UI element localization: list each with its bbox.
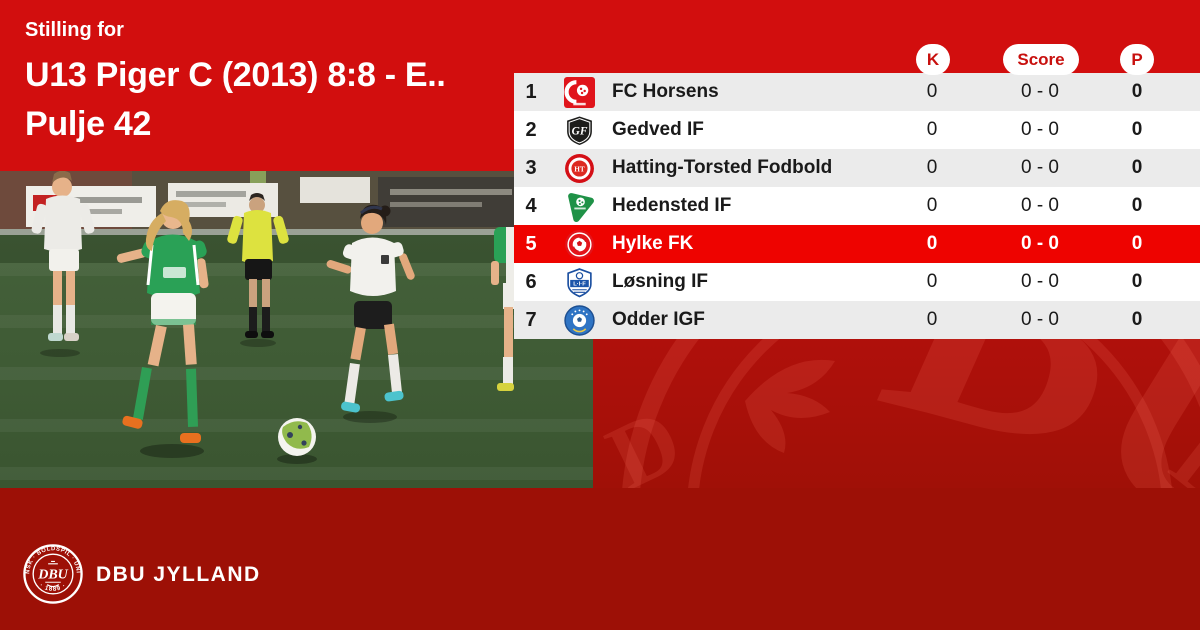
svg-text:L·I·F: L·I·F bbox=[573, 281, 586, 287]
referee-figure bbox=[227, 193, 289, 347]
org-name: DBU JYLLAND bbox=[96, 563, 261, 586]
points-value: 0 bbox=[1131, 119, 1143, 140]
points-value: 0 bbox=[1131, 195, 1143, 216]
score-value: 0 - 0 bbox=[1020, 81, 1060, 102]
table-row: 4 Hedensted IF 0 0 - 0 0 bbox=[514, 187, 1200, 225]
points-value: 0 bbox=[1131, 309, 1143, 330]
svg-text:· 1889 ·: · 1889 · bbox=[38, 582, 67, 593]
table-row: 2 GF Gedved IF 0 0 - 0 0 bbox=[514, 111, 1200, 149]
fc-horsens-logo bbox=[548, 76, 610, 108]
svg-text:GF: GF bbox=[571, 125, 587, 137]
team-name: Løsning IF bbox=[612, 271, 709, 292]
table-row: 6 L·I·F Løsning IF 0 0 - 0 0 bbox=[514, 263, 1200, 301]
title-line-1: U13 Piger C (2013) 8:8 - E.. bbox=[25, 56, 446, 94]
team-name: Odder IGF bbox=[612, 309, 705, 330]
hedensted-if-logo bbox=[548, 191, 610, 222]
score-value: 0 - 0 bbox=[1020, 309, 1060, 330]
bottom-red-band bbox=[0, 488, 1200, 630]
svg-text:HT: HT bbox=[574, 165, 585, 173]
table-row: 7 Odder IGF 0 0 - 0 0 bbox=[514, 301, 1200, 339]
svg-text:D: D bbox=[592, 388, 696, 488]
score-value: 0 - 0 bbox=[1020, 119, 1060, 140]
column-header-matches: K bbox=[916, 44, 950, 75]
svg-text:DBU: DBU bbox=[37, 566, 68, 582]
dbu-crest-logo: DANSK · BOLDSPIL · UNION · 1889 · DBU bbox=[22, 543, 83, 604]
odder-igf-logo bbox=[548, 304, 610, 336]
table-row: 1 FC Horsens 0 0 - 0 0 bbox=[514, 73, 1200, 111]
left-player-figure bbox=[31, 171, 95, 357]
team-name: Hylke FK bbox=[612, 233, 694, 254]
hatting-torsted-logo: HT bbox=[548, 153, 610, 184]
football bbox=[277, 418, 317, 464]
white-player-figure bbox=[326, 204, 415, 423]
points-value: 0 bbox=[1131, 233, 1143, 254]
score-value: 0 - 0 bbox=[1020, 157, 1060, 178]
rank-number: 2 bbox=[525, 118, 537, 141]
loesning-if-logo: L·I·F bbox=[548, 267, 610, 298]
score-value: 0 - 0 bbox=[1020, 271, 1060, 292]
green-player-figure bbox=[116, 200, 209, 458]
title-line-2: Pulje 42 bbox=[25, 105, 152, 143]
team-name: Gedved IF bbox=[612, 119, 704, 140]
rank-number: 6 bbox=[525, 270, 537, 293]
gedved-if-logo: GF bbox=[548, 115, 610, 146]
rank-number: 1 bbox=[525, 80, 537, 103]
matches-value: 0 bbox=[926, 271, 938, 292]
matches-value: 0 bbox=[926, 119, 938, 140]
points-value: 0 bbox=[1131, 157, 1143, 178]
matches-value: 0 bbox=[926, 81, 938, 102]
rank-number: 5 bbox=[525, 232, 537, 255]
rank-number: 4 bbox=[525, 194, 537, 217]
matches-value: 0 bbox=[926, 233, 938, 254]
points-value: 0 bbox=[1131, 81, 1143, 102]
team-name: Hatting-Torsted Fodbold bbox=[612, 157, 833, 178]
column-header-points: P bbox=[1120, 44, 1154, 75]
table-row: 5 Hylke FK 0 0 - 0 0 bbox=[514, 225, 1200, 263]
matches-value: 0 bbox=[926, 195, 938, 216]
page-title: Stilling for U13 Piger C (2013) 8:8 - E.… bbox=[25, 19, 446, 149]
team-name: FC Horsens bbox=[612, 81, 719, 102]
pretitle: Stilling for bbox=[25, 19, 124, 41]
team-name: Hedensted IF bbox=[612, 195, 732, 216]
matches-value: 0 bbox=[926, 157, 938, 178]
rank-number: 7 bbox=[525, 308, 537, 331]
column-header-score: Score bbox=[1003, 44, 1079, 75]
score-value: 0 - 0 bbox=[1020, 233, 1060, 254]
table-row: 3 HT Hatting-Torsted Fodbold 0 0 - 0 0 bbox=[514, 149, 1200, 187]
points-value: 0 bbox=[1131, 271, 1143, 292]
score-value: 0 - 0 bbox=[1020, 195, 1060, 216]
rank-number: 3 bbox=[525, 156, 537, 179]
standings-rows: 1 FC Horsens 0 0 - 0 0 2 GF Gedved IF 0 … bbox=[514, 73, 1200, 339]
standings-table: 1 FC Horsens 0 0 - 0 0 2 GF Gedved IF 0 … bbox=[514, 73, 1200, 339]
matches-value: 0 bbox=[926, 309, 938, 330]
hylke-fk-logo bbox=[548, 229, 610, 260]
match-photo bbox=[0, 171, 593, 488]
